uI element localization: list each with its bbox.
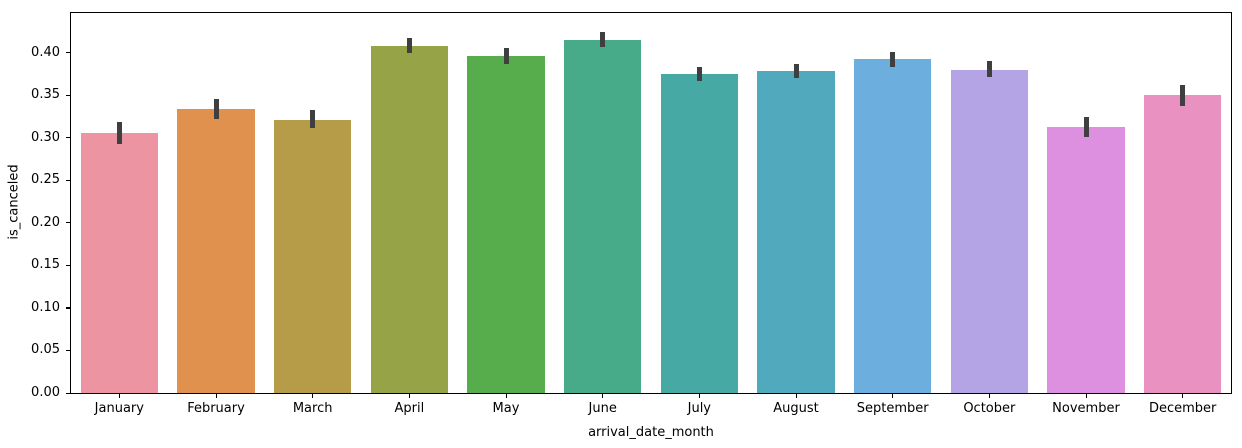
- x-tick-label: January: [94, 401, 144, 416]
- x-tick: [408, 394, 411, 398]
- y-tick: [66, 222, 70, 224]
- x-tick: [698, 394, 701, 398]
- x-tick-label: April: [394, 401, 425, 416]
- bar-september: [854, 59, 932, 393]
- bar-november: [1047, 127, 1125, 393]
- x-tick: [892, 394, 894, 398]
- y-tick: [66, 94, 70, 96]
- bar-august: [757, 71, 835, 393]
- x-tick: [988, 394, 991, 398]
- x-tick: [1182, 394, 1184, 398]
- bar-december: [1144, 95, 1222, 393]
- x-tick-label: February: [187, 401, 245, 416]
- y-tick-label: 0.20: [31, 214, 60, 230]
- error-bar: [310, 110, 316, 129]
- y-tick-label: 0.15: [31, 257, 60, 273]
- y-tick: [66, 307, 70, 309]
- x-tick: [312, 394, 314, 398]
- x-axis-title: arrival_date_month: [588, 425, 714, 440]
- bar-april: [370, 45, 448, 393]
- x-tick: [505, 394, 507, 398]
- y-tick-label: 0.35: [31, 87, 60, 103]
- x-tick: [118, 394, 121, 398]
- y-tick-label: 0.05: [31, 342, 60, 358]
- x-tick-label: December: [1148, 401, 1217, 416]
- error-bar: [503, 48, 509, 64]
- error-bar: [116, 122, 122, 145]
- x-tick-label: October: [963, 401, 1016, 416]
- error-bar: [406, 38, 412, 53]
- error-bar: [986, 61, 992, 78]
- error-bar: [793, 64, 799, 79]
- error-bar: [1180, 84, 1186, 107]
- x-tick-label: June: [588, 401, 617, 416]
- error-bar: [890, 51, 896, 68]
- y-tick: [66, 392, 70, 394]
- bar-february: [177, 108, 255, 393]
- x-tick: [795, 394, 797, 398]
- plot-area: [70, 12, 1232, 394]
- bar-july: [660, 73, 738, 393]
- error-bar: [213, 98, 219, 119]
- bar-may: [467, 55, 545, 393]
- y-tick-label: 0.30: [31, 129, 60, 145]
- x-tick-label: March: [292, 401, 333, 416]
- x-tick: [602, 394, 604, 398]
- x-tick-label: July: [687, 401, 712, 416]
- y-tick-label: 0.40: [31, 44, 60, 60]
- error-bar: [696, 67, 702, 81]
- error-bar: [600, 32, 606, 48]
- x-tick-label: August: [773, 401, 819, 416]
- y-tick: [66, 137, 70, 139]
- bar-march: [274, 119, 352, 393]
- bar-june: [564, 39, 642, 393]
- bar-january: [80, 133, 158, 393]
- y-tick: [66, 349, 70, 352]
- y-tick: [66, 179, 70, 181]
- x-tick: [1085, 394, 1087, 398]
- y-tick-label: 0.00: [31, 385, 60, 400]
- y-tick: [66, 52, 70, 54]
- x-tick-label: September: [856, 401, 929, 416]
- x-tick: [215, 394, 217, 398]
- error-bar: [1083, 117, 1089, 137]
- y-tick: [66, 264, 70, 267]
- x-tick-label: November: [1052, 401, 1120, 416]
- y-tick-label: 0.25: [31, 172, 60, 188]
- y-tick-label: 0.10: [31, 299, 60, 315]
- x-tick-label: May: [492, 401, 520, 416]
- bar-october: [950, 69, 1028, 393]
